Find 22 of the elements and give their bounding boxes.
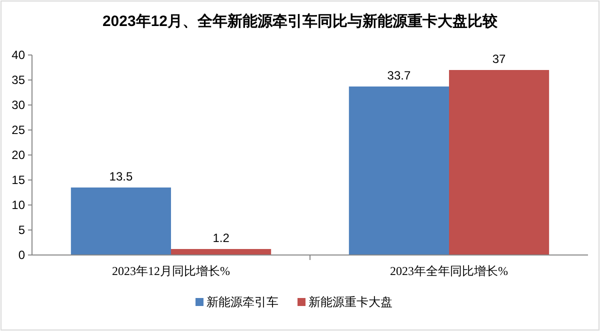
y-tick-label: 25 [12, 123, 26, 137]
y-tick-label: 30 [12, 98, 26, 112]
data-label: 1.2 [212, 231, 230, 245]
y-tick-label: 0 [18, 248, 26, 262]
legend-label: 新能源重卡大盘 [308, 295, 392, 309]
data-label: 37 [492, 52, 506, 66]
bar [348, 86, 449, 255]
bar [171, 249, 272, 255]
data-label: 13.5 [109, 170, 133, 184]
y-tick-label: 10 [12, 198, 26, 212]
y-tick-label: 40 [12, 48, 26, 62]
bar [449, 70, 550, 255]
y-tick-label: 5 [18, 223, 26, 237]
x-tick-label: 2023年12月同比增长% [112, 264, 230, 278]
chart-title: 2023年12月、全年新能源牵引车同比与新能源重卡大盘比较 [102, 12, 499, 30]
bar [70, 188, 171, 255]
y-tick-label: 15 [12, 173, 26, 187]
legend-label: 新能源牵引车 [206, 295, 278, 309]
data-label: 33.7 [387, 68, 411, 82]
y-tick-label: 20 [12, 148, 26, 162]
x-tick-label: 2023年全年同比增长% [390, 264, 508, 278]
y-tick-label: 35 [12, 73, 26, 87]
